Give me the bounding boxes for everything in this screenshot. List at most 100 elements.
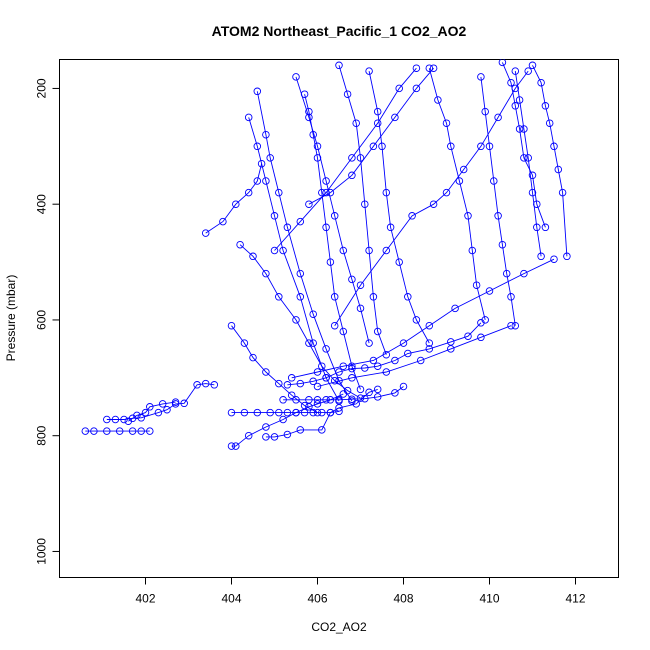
data-point [395,258,403,266]
data-point [404,293,412,301]
profile-line [274,67,417,251]
profile-line [205,163,263,234]
data-point [322,345,330,353]
data-point [81,427,90,435]
data-point [262,130,270,139]
profile-series [227,321,322,417]
data-point [399,382,408,391]
data-point [180,399,188,408]
data-point [373,385,382,394]
profile-line [480,76,516,326]
data-point [292,73,300,81]
data-point [507,78,515,87]
data-point [275,379,283,388]
y-axis: 200 400 600 800 1000 [35,78,60,565]
data-point [361,394,369,403]
data-point [296,379,305,388]
data-point [464,212,472,220]
data-point [296,293,305,301]
data-point [455,177,464,185]
data-point [227,321,236,330]
data-point [507,321,515,330]
profile-line [248,117,340,402]
data-point [515,125,524,133]
data-point [399,339,408,347]
series-layer [81,59,571,450]
data-point [352,119,360,127]
data-point [365,388,373,397]
data-point [300,401,309,410]
data-point [442,119,451,127]
profile-series [365,67,434,347]
data-point [313,408,322,417]
data-point [146,403,154,411]
data-point [412,84,421,93]
data-point [305,200,313,208]
data-point [348,171,356,180]
data-point [128,427,137,435]
data-point [511,102,520,110]
data-point [318,362,326,370]
data-point [266,408,274,417]
data-point [348,275,356,284]
profile-series [498,59,550,232]
data-point [309,339,317,347]
data-point [270,212,279,220]
data-point [330,321,339,330]
profile-line [256,91,353,402]
data-point [322,177,330,185]
data-point [154,408,163,417]
data-point [339,362,348,370]
data-point [447,142,455,151]
data-point [485,287,494,295]
data-point [528,61,537,70]
data-point [494,113,502,122]
data-point [528,188,537,197]
plot-area [59,59,619,578]
data-point [386,223,395,232]
profile-series [292,73,373,347]
profile-line [239,244,361,399]
data-point [537,252,545,261]
data-point [425,64,434,72]
data-point [244,431,253,440]
profile-series [511,67,545,261]
data-point [283,223,292,232]
profile-line [501,62,546,228]
data-point [270,433,279,441]
profile-series [270,64,421,255]
profile-series [330,67,532,330]
data-point [318,188,326,197]
profile-series [253,87,356,405]
profile-series [305,64,438,208]
data-point [275,188,283,197]
data-point [412,64,421,72]
data-point [292,316,300,324]
data-point [408,212,416,220]
data-point [146,427,154,435]
y-axis-label: Pressure (mbar) [4,275,18,362]
profile-line [368,71,430,344]
data-point [253,408,262,417]
data-point [373,107,382,116]
data-point [262,177,270,185]
data-point [365,67,373,75]
data-point [356,281,365,289]
data-point [369,142,378,151]
y-tick-label: 400 [35,194,49,214]
data-point [275,293,283,301]
data-point [313,382,322,391]
profile-line [304,94,361,390]
data-point [292,408,300,417]
data-point [322,374,330,382]
data-point [515,96,524,104]
profile-series [262,385,382,441]
data-point [541,102,550,110]
data-point [244,188,253,197]
profile-line [338,65,387,355]
profile-series [335,61,391,359]
data-point [249,353,257,362]
profile-line [334,70,529,326]
data-point [335,397,343,405]
